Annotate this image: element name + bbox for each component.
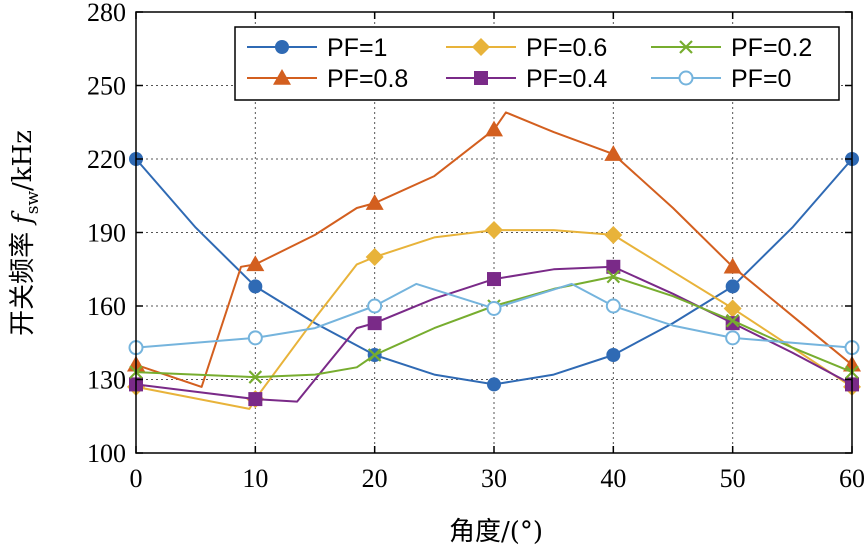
y-tick-label: 190 [87, 219, 126, 248]
data-point [723, 257, 742, 274]
legend-label: PF=0.6 [526, 34, 607, 62]
legend-box [234, 26, 840, 101]
y-tick-label: 280 [87, 0, 126, 27]
y-axis-title-main: 开关频率 [8, 232, 38, 336]
data-point [606, 348, 621, 362]
x-tick-label: 40 [600, 464, 626, 493]
data-point [725, 313, 740, 328]
data-point [248, 370, 263, 384]
y-axis-title-subscript: sw [23, 191, 43, 215]
series-PF=1 [129, 152, 859, 392]
data-point [485, 120, 503, 137]
data-point [725, 330, 741, 346]
axes: 0 10 20 30 40 50 60 100 130 160 190 220 250 280 [87, 0, 865, 493]
x-tick-label: 50 [720, 464, 746, 493]
data-point [248, 279, 263, 294]
data-point [487, 272, 501, 287]
series-line [135, 229, 853, 410]
legend-swatch-marker [273, 69, 291, 85]
x-tick-label: 0 [130, 464, 143, 493]
y-axis-title: 开关频率fsw/kHz [8, 130, 43, 336]
data-point [365, 194, 384, 210]
x-tick-label: 20 [362, 464, 388, 493]
legend-item: PF=0 [651, 65, 791, 93]
data-point [367, 316, 382, 331]
series-line [135, 111, 853, 388]
legend-swatch-marker [678, 70, 694, 86]
x-axis-title: 角度/(°) [449, 517, 543, 547]
legend-item: PF=0.2 [651, 34, 812, 62]
y-tick-label: 250 [87, 72, 126, 101]
data-point [367, 348, 382, 362]
data-point [723, 299, 742, 318]
legend: PF=1 PF=0.8 PF=0.6 PF=0.4 PF=0.2 PF=0 [234, 26, 840, 101]
legend-label: PF=0 [731, 65, 791, 93]
series-line [135, 275, 853, 379]
legend-swatch-marker [275, 40, 289, 54]
x-tick-label: 60 [839, 464, 865, 493]
y-tick-label: 220 [87, 145, 126, 174]
data-point [486, 300, 502, 316]
legend-label: PF=0.8 [327, 65, 408, 93]
data-point [365, 248, 384, 266]
data-point [487, 377, 501, 392]
data-point [604, 145, 623, 161]
data-point [485, 221, 503, 240]
data-point [367, 298, 383, 314]
y-axis-title-unit: /kHz [8, 130, 38, 191]
legend-item: PF=1 [247, 34, 387, 62]
data-point [606, 259, 621, 274]
data-point [248, 392, 263, 407]
legend-item: PF=0.4 [446, 65, 607, 93]
data-point [725, 279, 740, 294]
series-group [127, 111, 861, 410]
legend-swatch-marker [679, 40, 693, 54]
y-tick-label: 100 [87, 439, 126, 468]
series-PF=0 [128, 282, 860, 356]
legend-label: PF=0.2 [731, 34, 812, 62]
data-point [605, 298, 621, 314]
legend-item: PF=0.8 [247, 65, 408, 93]
legend-item: PF=0.6 [446, 34, 607, 62]
x-tick-label: 10 [242, 464, 268, 493]
y-tick-label: 130 [87, 366, 126, 395]
x-tick-label: 30 [481, 464, 507, 493]
data-point [247, 330, 263, 346]
data-point [606, 269, 621, 284]
y-tick-label: 160 [87, 292, 126, 321]
legend-swatch-marker [472, 38, 490, 56]
legend-label: PF=0.4 [526, 65, 607, 93]
data-point [246, 255, 265, 272]
legend-label: PF=1 [327, 34, 387, 62]
data-point [604, 225, 623, 244]
legend-swatch-marker [474, 71, 488, 85]
